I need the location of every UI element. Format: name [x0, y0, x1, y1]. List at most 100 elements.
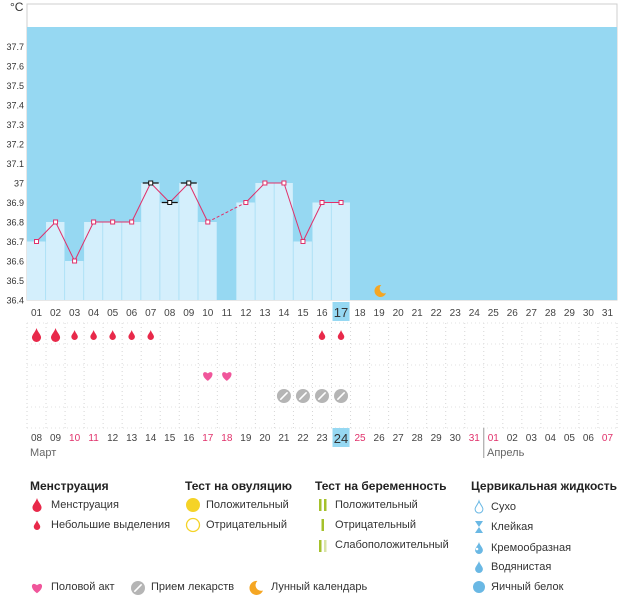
legend-cervical-dry-icon: [474, 499, 484, 514]
date-label: 04: [545, 433, 557, 444]
cycle-day-label: 23: [450, 308, 462, 319]
date-label: 13: [126, 433, 138, 444]
temperature-bar: [274, 183, 293, 300]
y-tick-label: 37.2: [6, 140, 24, 150]
light-discharge-icon: [318, 330, 326, 340]
date-label: 08: [31, 433, 43, 444]
legend-cervical-creamy-highlight: [475, 547, 479, 551]
legend-intercourse: Половой акт: [51, 581, 115, 593]
cycle-day-label: 03: [69, 308, 81, 319]
legend-cervical-watery-icon: [475, 561, 483, 573]
date-label: 26: [374, 433, 386, 444]
temperature-bar: [122, 222, 141, 300]
date-label: 17: [202, 433, 214, 444]
temperature-point: [34, 239, 40, 244]
date-label: 12: [107, 433, 119, 444]
date-label: 03: [526, 433, 538, 444]
temperature-bar: [198, 222, 217, 300]
temperature-bar: [179, 183, 198, 300]
date-label: 16: [183, 433, 195, 444]
date-label: 21: [278, 433, 290, 444]
month-first: Март: [30, 447, 57, 459]
medication-pill-icon: [295, 389, 310, 403]
legend-cervical-dry: Сухо: [491, 501, 516, 513]
legend-medication-icon-line: [134, 584, 142, 592]
cycle-day-label: 21: [412, 308, 424, 319]
legend-cervical-creamy: Кремообразная: [491, 542, 572, 554]
menstruation-icon: [31, 328, 42, 342]
legend-light-discharge-icon: [33, 520, 41, 531]
date-label: 05: [564, 433, 576, 444]
legend-pregnancy-weak-icon-2: [324, 540, 327, 552]
legend-cervical-creamy-icon: [475, 542, 483, 554]
temperature-bar: [236, 202, 255, 300]
temperature-point: [72, 258, 78, 264]
intercourse-heart-icon: [222, 372, 232, 381]
legend-medication-icon: [131, 581, 145, 595]
date-label: 24: [334, 431, 348, 446]
date-label: 15: [164, 433, 176, 444]
medication-pill-icon-line: [318, 392, 326, 400]
cycle-day-label: 16: [316, 308, 328, 319]
cycle-day-label: 01: [31, 308, 43, 319]
date-label: 11: [88, 433, 99, 444]
date-label: 01: [488, 433, 500, 444]
cycle-day-label: 25: [488, 308, 500, 319]
date-label: 02: [507, 433, 519, 444]
date-label: 09: [50, 433, 62, 444]
legend-ovulation-positive: Положительный: [206, 499, 289, 511]
menstruation-icon: [50, 328, 61, 342]
cycle-day-label: 02: [50, 308, 62, 319]
y-tick-label: 37.5: [6, 81, 24, 91]
legend-cervical-eggwhite-icon: [473, 581, 485, 593]
temperature-point: [300, 239, 306, 244]
temperature-bar: [312, 202, 331, 300]
legend-pregnancy-weak: Слабоположительный: [335, 539, 449, 551]
month-second: Апрель: [487, 447, 525, 459]
y-tick-label: 37.3: [6, 120, 24, 130]
date-label: 25: [355, 433, 367, 444]
temperature-bar: [160, 202, 179, 300]
cycle-day-label: 07: [145, 308, 157, 319]
date-label: 19: [240, 433, 252, 444]
intercourse-heart-icon: [203, 372, 213, 381]
date-label: 31: [469, 433, 481, 444]
temperature-point: [167, 200, 173, 205]
cycle-day-label: 19: [374, 308, 386, 319]
light-discharge-icon: [337, 330, 345, 340]
y-tick-label: 37.4: [6, 101, 24, 111]
temperature-point: [186, 180, 192, 186]
y-tick-label: 36.7: [6, 237, 24, 247]
legend-menstruation-item: Менструация: [51, 499, 119, 511]
legend-cervical-eggwhite: Яичный белок: [491, 581, 564, 593]
temperature-point: [129, 219, 135, 225]
cycle-day-label: 08: [164, 308, 176, 319]
legend-menstruation-icon: [32, 498, 42, 512]
legend-light-discharge-item: Небольшие выделения: [51, 519, 171, 531]
medication-pill-icon-line: [279, 392, 288, 400]
legend-pregnancy-weak-icon: [319, 540, 322, 552]
cycle-day-label: 15: [297, 308, 309, 319]
cycle-day-label: 31: [602, 308, 614, 319]
light-discharge-icon: [109, 330, 116, 340]
date-label: 28: [412, 433, 424, 444]
temperature-line: [283, 182, 304, 242]
legend-cervical-sticky: Клейкая: [491, 521, 534, 533]
legend-cervical-title: Цервикальная жидкость: [471, 479, 618, 493]
temperature-point: [262, 180, 268, 186]
today-date-highlight: [332, 428, 350, 447]
legend-pregnancy-title: Тест на беременность: [315, 479, 447, 493]
cycle-day-label: 20: [393, 308, 405, 319]
legend-ovulation-title: Тест на овуляцию: [185, 479, 292, 493]
date-label: 27: [393, 433, 405, 444]
legend-ovulation-positive-icon: [186, 498, 200, 512]
legend-pregnancy-negative: Отрицательный: [335, 519, 416, 531]
legend-pregnancy-positive-icon-2: [324, 499, 327, 511]
date-label: 20: [259, 433, 271, 444]
medication-pill-icon: [334, 389, 349, 403]
y-tick-label: 36.9: [6, 198, 24, 208]
today-cycle-day-highlight: [332, 302, 350, 321]
temperature-bar: [103, 222, 122, 300]
legend-ovulation-negative: Отрицательный: [206, 519, 287, 531]
